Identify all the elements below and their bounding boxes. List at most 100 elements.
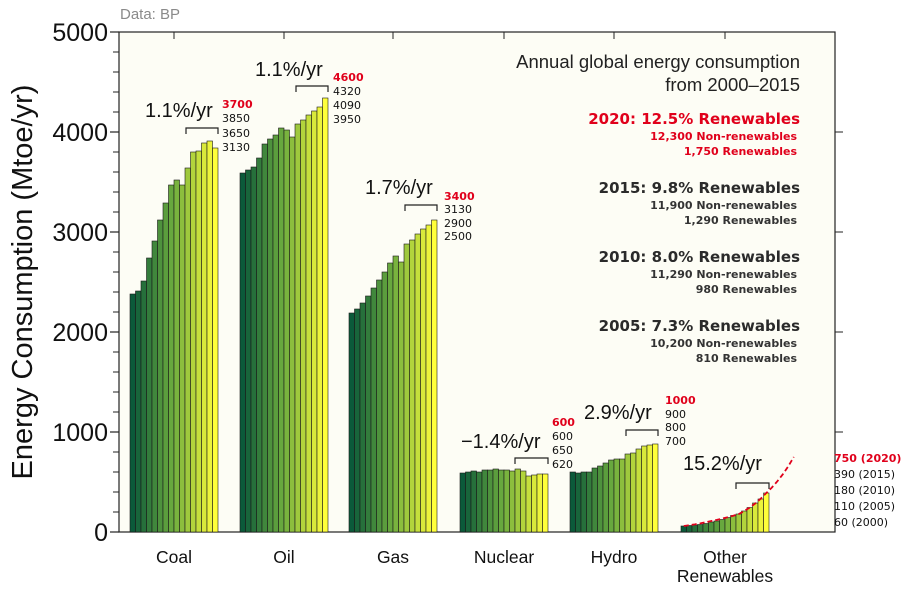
value-label: 2500 [444,230,472,243]
bar-oil-2010 [294,123,301,533]
projection-value-label: 750 (2020) [834,452,901,465]
x-tick-label: Gas [377,547,409,567]
source-note: Data: BP [120,6,180,23]
value-label: 600 [552,430,573,443]
bar-hydro-2011 [630,452,637,533]
bar-hydro-2005 [597,465,604,533]
summary-line: 10,200 Non-renewables [650,337,797,350]
summary-heading: 2020: 12.5% Renewables [588,110,800,128]
bar-hydro-2003 [586,471,593,533]
value-label: 620 [552,458,573,471]
y-tick-label: 5000 [52,19,108,47]
plot-background [118,31,836,533]
value-label: 180 (2010) [834,484,895,497]
summary-heading: 2015: 9.8% Renewables [599,179,800,197]
bar-gas-2008 [392,255,399,533]
bar-coal-2000 [129,293,136,533]
bar-other-renewables-2003 [697,524,704,533]
bar-gas-2000 [348,312,355,533]
y-tick-label: 3000 [52,219,108,247]
bar-gas-2001 [354,308,361,533]
bar-coal-2009 [179,184,186,533]
bar-hydro-2007 [608,459,615,533]
bar-gas-2002 [359,302,366,533]
bracket [404,204,438,211]
x-tick-label: Renewables [677,566,774,586]
growth-rate-label: 2.9%/yr [584,402,652,424]
bar-nuclear-2015 [542,473,549,533]
bar-gas-2013 [420,228,427,533]
bar-gas-2010 [403,243,410,533]
bar-hydro-2006 [602,462,609,533]
summary-heading: 2005: 7.3% Renewables [599,317,800,335]
bar-coal-2008 [173,179,180,533]
bar-nuclear-2012 [525,475,532,533]
bar-oil-2004 [261,143,268,533]
x-tick-label: Hydro [591,547,638,567]
bar-nuclear-2002 [470,470,477,533]
bar-other-renewables-2004 [702,523,709,533]
bar-nuclear-2003 [476,471,483,533]
value-label: 3130 [222,141,250,154]
bar-coal-2012 [195,150,202,533]
bar-nuclear-2010 [514,468,521,533]
projection-curve [683,456,795,527]
bar-nuclear-2013 [531,474,538,533]
bar-coal-2001 [135,290,142,533]
bar-nuclear-2008 [503,469,510,533]
bar-gas-2005 [376,279,383,533]
x-tick-label: Coal [156,547,192,567]
bar-coal-2003 [146,257,153,533]
bar-hydro-2004 [591,467,598,533]
value-label: 900 [665,408,686,421]
bar-other-renewables-2009 [730,515,737,533]
bar-coal-2007 [168,184,175,533]
y-tick-label: 2000 [52,319,108,347]
bar-nuclear-2007 [498,469,505,533]
bar-gas-2003 [365,295,372,533]
bracket [295,85,329,92]
value-label: 3650 [222,127,250,140]
value-label: 390 (2015) [834,468,895,481]
value-label: 4090 [333,99,361,112]
summary-line: 11,900 Non-renewables [650,199,797,212]
chart-title-line-1: Annual global energy consumption [516,51,800,72]
bar-nuclear-2014 [536,473,543,533]
bracket [735,482,770,489]
bar-nuclear-2011 [520,470,527,533]
growth-rate-label: 15.2%/yr [683,453,762,475]
bar-other-renewables-2001 [686,525,693,533]
x-tick-label: Nuclear [474,547,534,567]
bar-coal-2011 [190,151,197,533]
bar-coal-2015 [212,147,219,533]
y-tick-label: 4000 [52,119,108,147]
summaries: 2020: 12.5% Renewables 12,300 Non-renewab… [588,110,800,365]
bar-oil-2009 [289,136,296,533]
summary-line: 1,290 Renewables [684,214,798,227]
bar-other-renewables-2007 [719,519,726,533]
x-tick-label: Other [703,547,747,567]
bar-other-renewables-2000 [680,525,687,533]
bar-hydro-2014 [646,444,653,533]
summary-line: 1,750 Renewables [684,145,798,158]
value-label: 700 [665,435,686,448]
bar-gas-2015 [431,219,438,533]
bar-oil-2008 [283,129,290,533]
bar-other-renewables-2013 [752,502,759,533]
value-label: 3130 [444,203,472,216]
bar-hydro-2015 [652,443,659,533]
bar-other-renewables-2005 [708,521,715,533]
bar-coal-2014 [206,140,213,533]
bar-nuclear-2004 [481,469,488,533]
bar-oil-2002 [250,166,257,533]
projection-value-label: 3700 [222,98,253,111]
projection-value-label: 600 [552,416,575,429]
bar-oil-2014 [316,106,323,533]
bar-oil-2011 [300,119,307,533]
value-label: 110 (2005) [834,500,895,513]
value-label: 2900 [444,217,472,230]
y-tick-label: 0 [94,519,108,547]
summary-line: 12,300 Non-renewables [650,130,797,143]
